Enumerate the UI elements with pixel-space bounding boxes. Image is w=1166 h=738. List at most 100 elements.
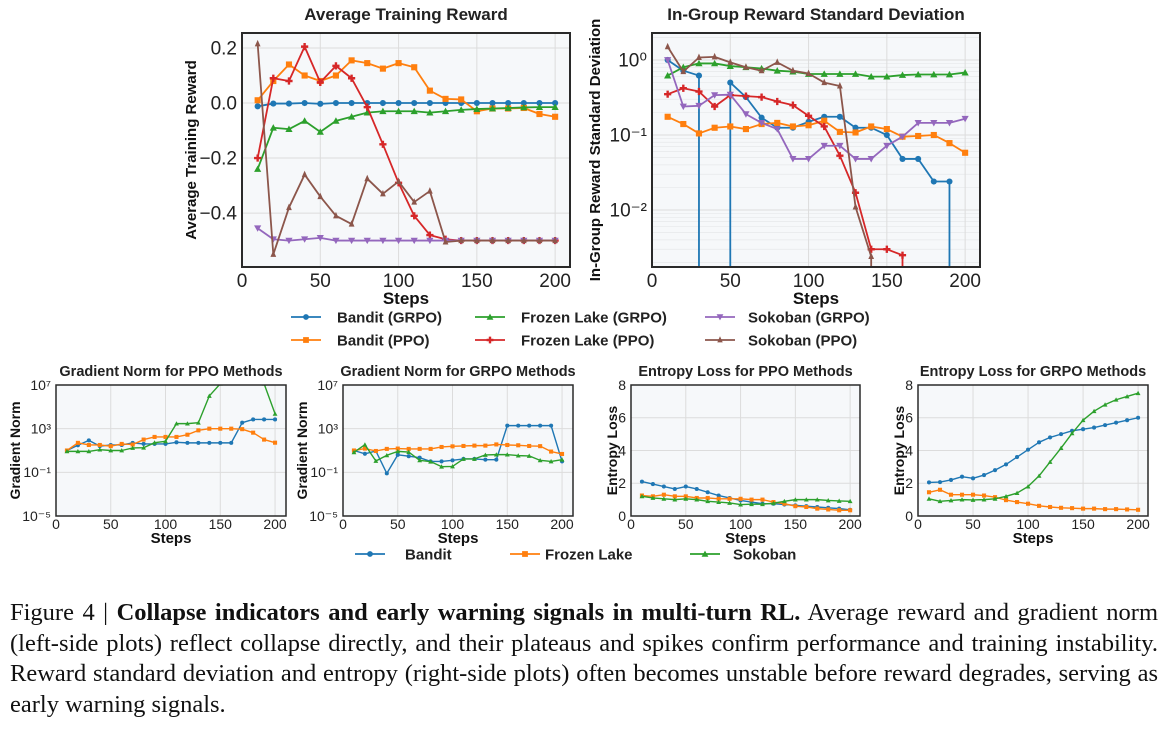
data-point [379, 107, 387, 115]
data-point [836, 113, 843, 120]
data-point [1015, 500, 1020, 505]
y-axis-label: Entropy Loss [891, 406, 907, 496]
series-line-sokoban [66, 385, 276, 453]
data-point [483, 457, 488, 462]
data-point [64, 448, 70, 454]
data-point [394, 237, 403, 245]
data-point [821, 117, 828, 124]
y-tick-label: 10⁻⁵ [309, 508, 338, 524]
data-point [695, 130, 703, 137]
data-point [152, 440, 157, 445]
data-point [536, 110, 543, 118]
data-point [458, 236, 465, 244]
data-point [185, 432, 190, 437]
data-point [1059, 432, 1064, 437]
data-point [426, 109, 434, 116]
square-marker-icon [522, 551, 528, 557]
data-point [758, 114, 765, 121]
data-point [1124, 394, 1130, 399]
data-point [520, 99, 527, 107]
legend-item: Frozen Lake (GRPO) [475, 310, 667, 327]
data-point [493, 452, 499, 457]
data-point [362, 442, 368, 447]
chart-title: Gradient Norm for GRPO Methods [340, 364, 575, 380]
data-point [945, 70, 954, 78]
data-point [254, 165, 262, 172]
data-point [301, 236, 309, 243]
data-point [727, 500, 733, 505]
data-point [804, 156, 813, 163]
data-point [650, 482, 655, 487]
data-point [981, 497, 987, 502]
data-point [930, 131, 937, 139]
y-tick-label: 4 [905, 442, 913, 458]
data-point [1026, 501, 1031, 506]
data-point [461, 456, 466, 461]
data-point [395, 60, 402, 67]
data-point [472, 456, 477, 461]
x-axis-label: Steps [1013, 530, 1054, 547]
data-point [1003, 462, 1009, 467]
data-point [836, 152, 844, 160]
data-point [711, 124, 718, 131]
legend-label: Bandit (PPO) [337, 333, 430, 350]
data-point [384, 471, 389, 476]
data-point [981, 493, 987, 498]
data-point [937, 498, 943, 504]
data-point [695, 102, 703, 110]
legend-label: Frozen Lake (PPO) [521, 333, 654, 350]
data-point [163, 434, 168, 439]
data-point [516, 443, 521, 448]
y-axis-label: Gradient Norm [294, 401, 310, 499]
data-point [251, 430, 256, 435]
legend-label: Sokoban (GRPO) [748, 310, 870, 327]
plot-area [652, 33, 980, 267]
data-point [899, 155, 906, 162]
data-point [716, 493, 721, 498]
data-point [836, 498, 842, 503]
data-point [930, 178, 937, 185]
legend-label: Sokoban [733, 547, 796, 564]
data-point [395, 446, 400, 451]
data-point [815, 506, 820, 511]
data-point [937, 480, 943, 485]
data-point [317, 192, 324, 200]
data-point [428, 459, 434, 464]
data-point [1103, 423, 1108, 428]
data-point [262, 437, 267, 442]
data-point [527, 423, 532, 428]
data-point [174, 440, 179, 445]
data-point [406, 449, 412, 454]
data-point [207, 440, 212, 445]
data-point [680, 120, 687, 128]
data-point [937, 487, 943, 492]
y-tick-label: 10⁰ [618, 51, 647, 72]
y-tick-label: 0 [618, 508, 626, 524]
data-point [898, 133, 907, 141]
data-point [363, 103, 371, 111]
series-line-sokoban-ppo [256, 43, 556, 256]
plot-area [242, 33, 570, 267]
data-point [439, 444, 444, 450]
data-point [364, 60, 371, 67]
data-point [760, 501, 765, 507]
data-point [494, 442, 499, 447]
data-point [316, 234, 324, 242]
legend-item: Sokoban [690, 547, 796, 564]
x-tick-label: 200 [263, 516, 287, 532]
chart-title: Average Training Reward [304, 5, 507, 24]
plot-frame [651, 32, 981, 268]
chart-title: Gradient Norm for PPO Methods [59, 364, 282, 380]
data-point [549, 449, 554, 454]
data-point [821, 78, 828, 86]
legend-item: Bandit (PPO) [291, 333, 430, 350]
data-point [672, 497, 678, 502]
data-point [683, 496, 689, 501]
data-point [992, 496, 998, 501]
data-point [526, 453, 532, 458]
data-point [410, 237, 418, 245]
y-tick-label: −0.2 [199, 149, 237, 170]
x-tick-label: 50 [678, 516, 694, 532]
data-point [773, 126, 781, 133]
chart-title: Entropy Loss for PPO Methods [638, 364, 852, 380]
